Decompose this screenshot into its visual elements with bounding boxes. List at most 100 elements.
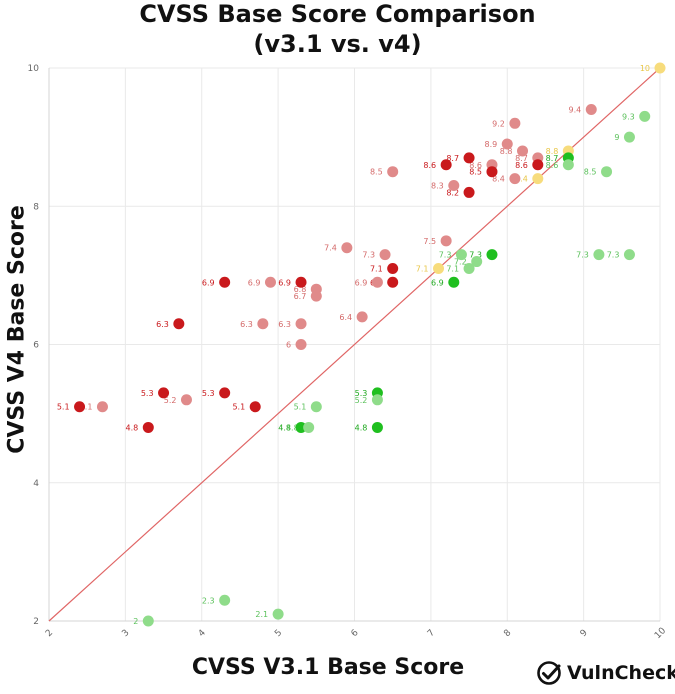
data-label: 7.3 bbox=[362, 251, 375, 260]
y-tick-label: 2 bbox=[33, 617, 39, 627]
data-label: 9.3 bbox=[622, 112, 635, 121]
data-label: 8.3 bbox=[431, 182, 444, 191]
data-label: 8.4 bbox=[515, 175, 528, 184]
data-point bbox=[303, 421, 315, 433]
data-label: 6.9 bbox=[202, 278, 215, 287]
data-label: 8.5 bbox=[469, 168, 482, 177]
data-label: 5.3 bbox=[355, 389, 368, 398]
data-point bbox=[562, 159, 574, 171]
data-label: 6.9 bbox=[355, 278, 368, 287]
data-label: 8.5 bbox=[584, 168, 597, 177]
vulncheck-logo: VulnCheck bbox=[536, 660, 675, 686]
data-label: 5.2 bbox=[164, 396, 177, 405]
data-point bbox=[173, 318, 185, 330]
data-label: 7.3 bbox=[469, 251, 482, 260]
data-point bbox=[601, 166, 613, 178]
data-label: 5.1 bbox=[232, 403, 245, 412]
data-label: 4.8 bbox=[278, 423, 291, 432]
data-point bbox=[219, 594, 231, 606]
data-point bbox=[356, 311, 368, 323]
data-label: 2 bbox=[133, 617, 138, 626]
data-point bbox=[623, 249, 635, 261]
data-point bbox=[448, 180, 460, 192]
x-tick-label: 9 bbox=[579, 628, 590, 639]
data-point bbox=[463, 262, 475, 274]
data-point bbox=[486, 249, 498, 261]
data-label: 6.9 bbox=[431, 278, 444, 287]
data-point bbox=[371, 421, 383, 433]
data-point bbox=[532, 173, 544, 185]
data-point bbox=[295, 339, 307, 350]
data-point bbox=[517, 145, 529, 157]
data-point bbox=[387, 262, 399, 274]
data-point bbox=[463, 186, 475, 198]
y-tick-label: 10 bbox=[28, 64, 40, 74]
data-label: 8.6 bbox=[469, 161, 482, 170]
data-point bbox=[387, 276, 399, 288]
data-point bbox=[623, 131, 635, 143]
data-point bbox=[310, 290, 322, 302]
data-label: 10 bbox=[640, 64, 650, 73]
data-point bbox=[379, 249, 391, 261]
data-label: 8.8 bbox=[500, 147, 513, 156]
data-label: 5.3 bbox=[202, 389, 215, 398]
x-tick-label: 6 bbox=[350, 628, 361, 639]
data-point bbox=[387, 166, 399, 178]
data-label: 4.8 bbox=[355, 423, 368, 432]
data-label: 7.5 bbox=[423, 237, 436, 246]
data-label: 8.8 bbox=[546, 147, 559, 156]
x-tick-label: 8 bbox=[502, 628, 513, 639]
x-tick-label: 4 bbox=[197, 628, 208, 639]
data-label: 7.3 bbox=[439, 251, 452, 260]
data-point bbox=[639, 110, 651, 122]
data-label: 8.4 bbox=[492, 175, 505, 184]
data-point bbox=[219, 387, 231, 399]
data-point bbox=[74, 401, 86, 413]
data-label: 9.4 bbox=[569, 105, 582, 114]
data-point bbox=[585, 103, 597, 115]
data-point bbox=[295, 318, 307, 330]
chart-subtitle: (v3.1 vs. v4) bbox=[253, 30, 422, 58]
data-label: 9.2 bbox=[492, 119, 505, 128]
data-point bbox=[501, 138, 513, 150]
data-label: 6.9 bbox=[248, 278, 261, 287]
data-label: 5.2 bbox=[355, 396, 368, 405]
brand-name: VulnCheck bbox=[567, 662, 675, 684]
data-label: 4.8 bbox=[126, 423, 139, 432]
data-label: 6.8 bbox=[294, 285, 307, 294]
data-label: 6.4 bbox=[339, 313, 352, 322]
data-point bbox=[509, 173, 521, 185]
data-label: 7.3 bbox=[576, 251, 589, 260]
data-point bbox=[257, 318, 269, 330]
data-label: 6.3 bbox=[278, 320, 291, 329]
data-label: 8.6 bbox=[546, 161, 559, 170]
data-point bbox=[433, 262, 445, 274]
data-point bbox=[593, 249, 605, 261]
data-label: 8.6 bbox=[423, 161, 436, 170]
data-label: 9 bbox=[614, 133, 619, 142]
data-label: 2.3 bbox=[202, 596, 215, 605]
data-point bbox=[509, 117, 521, 129]
x-axis-label: CVSS V3.1 Base Score bbox=[191, 655, 465, 680]
data-point bbox=[264, 276, 276, 288]
data-point bbox=[448, 276, 460, 288]
data-label: 5.3 bbox=[141, 389, 154, 398]
data-label: 7.1 bbox=[446, 264, 459, 273]
data-label: 6.3 bbox=[156, 320, 169, 329]
data-point bbox=[272, 608, 284, 620]
data-label: 5.1 bbox=[294, 403, 307, 412]
data-label: 5.1 bbox=[80, 403, 93, 412]
data-point bbox=[455, 249, 467, 261]
data-point bbox=[471, 256, 483, 268]
data-label: 7.1 bbox=[416, 264, 429, 273]
checkmark-logo-icon bbox=[537, 661, 561, 685]
data-point bbox=[463, 152, 475, 164]
data-point bbox=[142, 421, 154, 433]
data-label: 8.5 bbox=[370, 168, 383, 177]
data-point bbox=[654, 62, 666, 74]
data-point bbox=[371, 276, 383, 288]
data-point bbox=[295, 276, 307, 288]
chart-title: CVSS Base Score Comparison bbox=[139, 0, 536, 28]
data-label: 8.7 bbox=[515, 154, 528, 163]
